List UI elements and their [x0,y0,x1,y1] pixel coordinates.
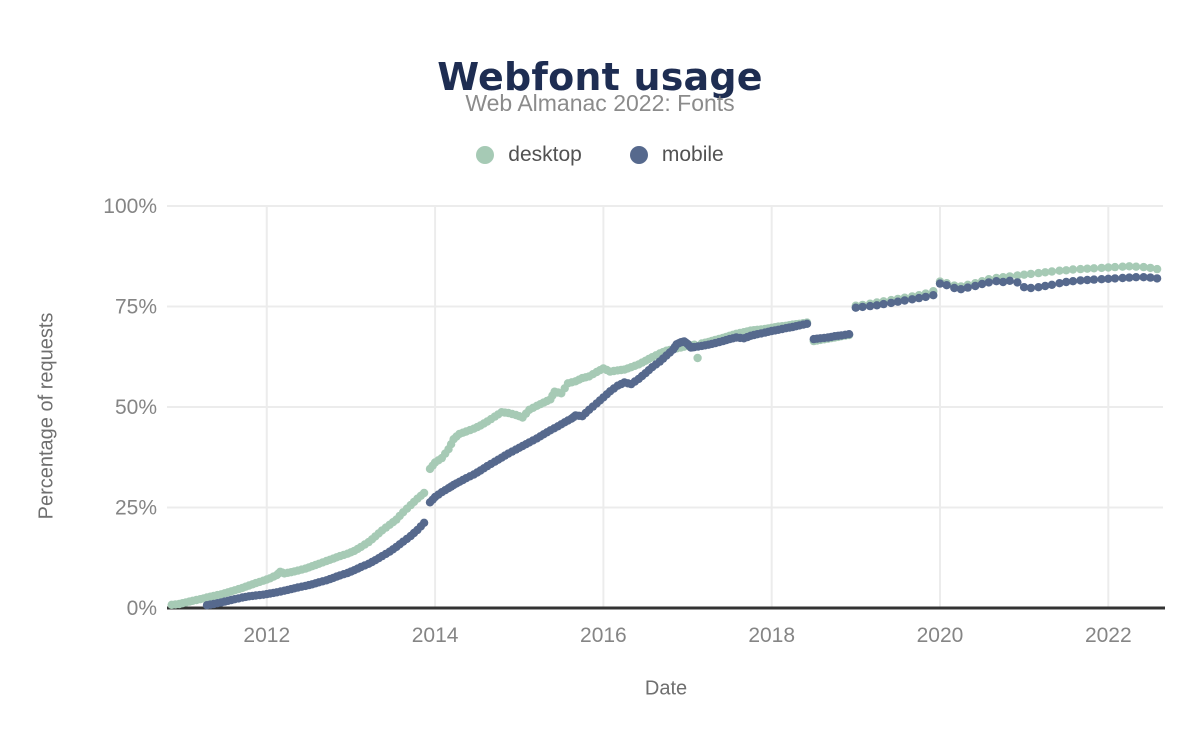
data-point-desktop[interactable] [1055,266,1064,275]
data-point-mobile[interactable] [956,285,966,294]
x-tick-label-2012: 2012 [243,624,290,647]
data-point-desktop[interactable] [1034,268,1043,278]
data-point-mobile[interactable] [1104,274,1113,283]
data-point-mobile[interactable] [893,297,903,306]
data-point-mobile[interactable] [900,296,909,305]
data-point-mobile[interactable] [1047,280,1057,289]
data-point-mobile[interactable] [419,518,429,527]
data-point-mobile[interactable] [950,283,959,293]
chart-subtitle: Web Almanac 2022: Fonts [465,90,735,116]
data-point-desktop[interactable] [1026,269,1036,279]
y-tick-label-100: 100% [103,195,157,218]
data-point-mobile[interactable] [935,279,945,288]
data-point-mobile[interactable] [908,295,917,304]
data-point-mobile[interactable] [1089,275,1099,284]
data-point-mobile[interactable] [802,319,812,328]
data-point-mobile[interactable] [1013,278,1022,287]
data-point-desktop[interactable] [693,353,702,363]
data-point-mobile[interactable] [1125,273,1134,282]
data-point-mobile[interactable] [942,281,951,290]
data-point-desktop[interactable] [1139,262,1148,272]
data-point-mobile[interactable] [858,302,867,312]
data-point-desktop[interactable] [1118,262,1127,271]
data-point-mobile[interactable] [1062,277,1071,287]
data-point-mobile[interactable] [1076,276,1085,285]
x-axis-title: Date [644,677,688,700]
y-tick-label-0: 0% [127,597,157,620]
data-point-desktop[interactable] [1019,270,1029,279]
data-point-mobile[interactable] [1019,283,1029,292]
data-point-desktop[interactable] [1013,271,1022,280]
data-point-mobile[interactable] [1152,274,1162,283]
data-point-desktop[interactable] [1125,262,1134,271]
data-point-desktop[interactable] [1131,262,1141,271]
data-point-desktop[interactable] [1041,268,1050,277]
data-point-desktop[interactable] [419,488,429,498]
y-tick-label-50: 50% [115,396,157,419]
data-point-desktop[interactable] [1062,266,1071,275]
data-point-mobile[interactable] [1068,277,1078,286]
x-tick-label-2020: 2020 [917,624,964,647]
data-point-mobile[interactable] [914,293,924,303]
data-point-desktop[interactable] [1089,264,1099,273]
data-point-mobile[interactable] [1131,273,1141,282]
data-point-mobile[interactable] [1083,275,1092,285]
data-point-mobile[interactable] [851,303,860,312]
data-point-mobile[interactable] [1110,274,1120,283]
y-tick-label-75: 75% [115,296,157,319]
data-point-mobile[interactable] [992,277,1001,286]
data-point-mobile[interactable] [963,283,972,292]
x-tick-label-2016: 2016 [580,624,627,647]
data-point-desktop[interactable] [1068,265,1078,274]
chart-title: Webfont usage [437,55,763,100]
data-point-desktop[interactable] [1097,263,1106,273]
data-point-mobile[interactable] [1055,279,1064,288]
y-axis-title: Percentage of requests [35,312,58,520]
x-tick-label-2018: 2018 [748,624,795,647]
chart-legend: desktop mobile [0,143,1200,167]
data-point-desktop[interactable] [1047,267,1057,276]
legend-item-mobile[interactable]: mobile [629,143,724,167]
data-point-mobile[interactable] [1005,276,1014,285]
data-point-mobile[interactable] [1146,273,1155,282]
data-point-mobile[interactable] [1034,283,1043,292]
y-tick-label-25: 25% [115,497,157,520]
data-point-mobile[interactable] [998,277,1008,287]
data-point-mobile[interactable] [1041,281,1050,291]
data-point-mobile[interactable] [879,299,888,309]
data-point-mobile[interactable] [984,278,993,287]
data-point-mobile[interactable] [1139,273,1148,282]
legend-item-desktop[interactable]: desktop [476,143,582,167]
legend-label-desktop: desktop [508,143,582,166]
data-point-desktop[interactable] [1083,264,1092,273]
data-point-desktop[interactable] [1146,263,1155,273]
data-point-mobile[interactable] [1097,275,1106,284]
data-point-desktop[interactable] [1076,264,1085,274]
data-point-mobile[interactable] [1026,283,1036,293]
mobile-series-swatch-icon [629,146,648,164]
x-tick-label-2022: 2022 [1085,624,1132,647]
data-point-desktop[interactable] [1152,264,1162,274]
data-point-mobile[interactable] [971,281,980,291]
data-point-mobile[interactable] [1118,273,1127,283]
data-point-mobile[interactable] [929,291,938,300]
desktop-series-swatch-icon [476,146,495,164]
data-point-mobile[interactable] [921,292,930,302]
data-point-mobile[interactable] [872,301,882,310]
data-point-mobile[interactable] [865,301,875,311]
data-point-mobile[interactable] [887,298,896,308]
x-tick-label-2014: 2014 [412,624,459,647]
data-point-mobile[interactable] [977,279,987,289]
data-point-mobile[interactable] [844,330,854,339]
data-point-desktop[interactable] [1104,263,1113,272]
legend-label-mobile: mobile [661,143,724,166]
data-point-desktop[interactable] [1110,262,1120,272]
